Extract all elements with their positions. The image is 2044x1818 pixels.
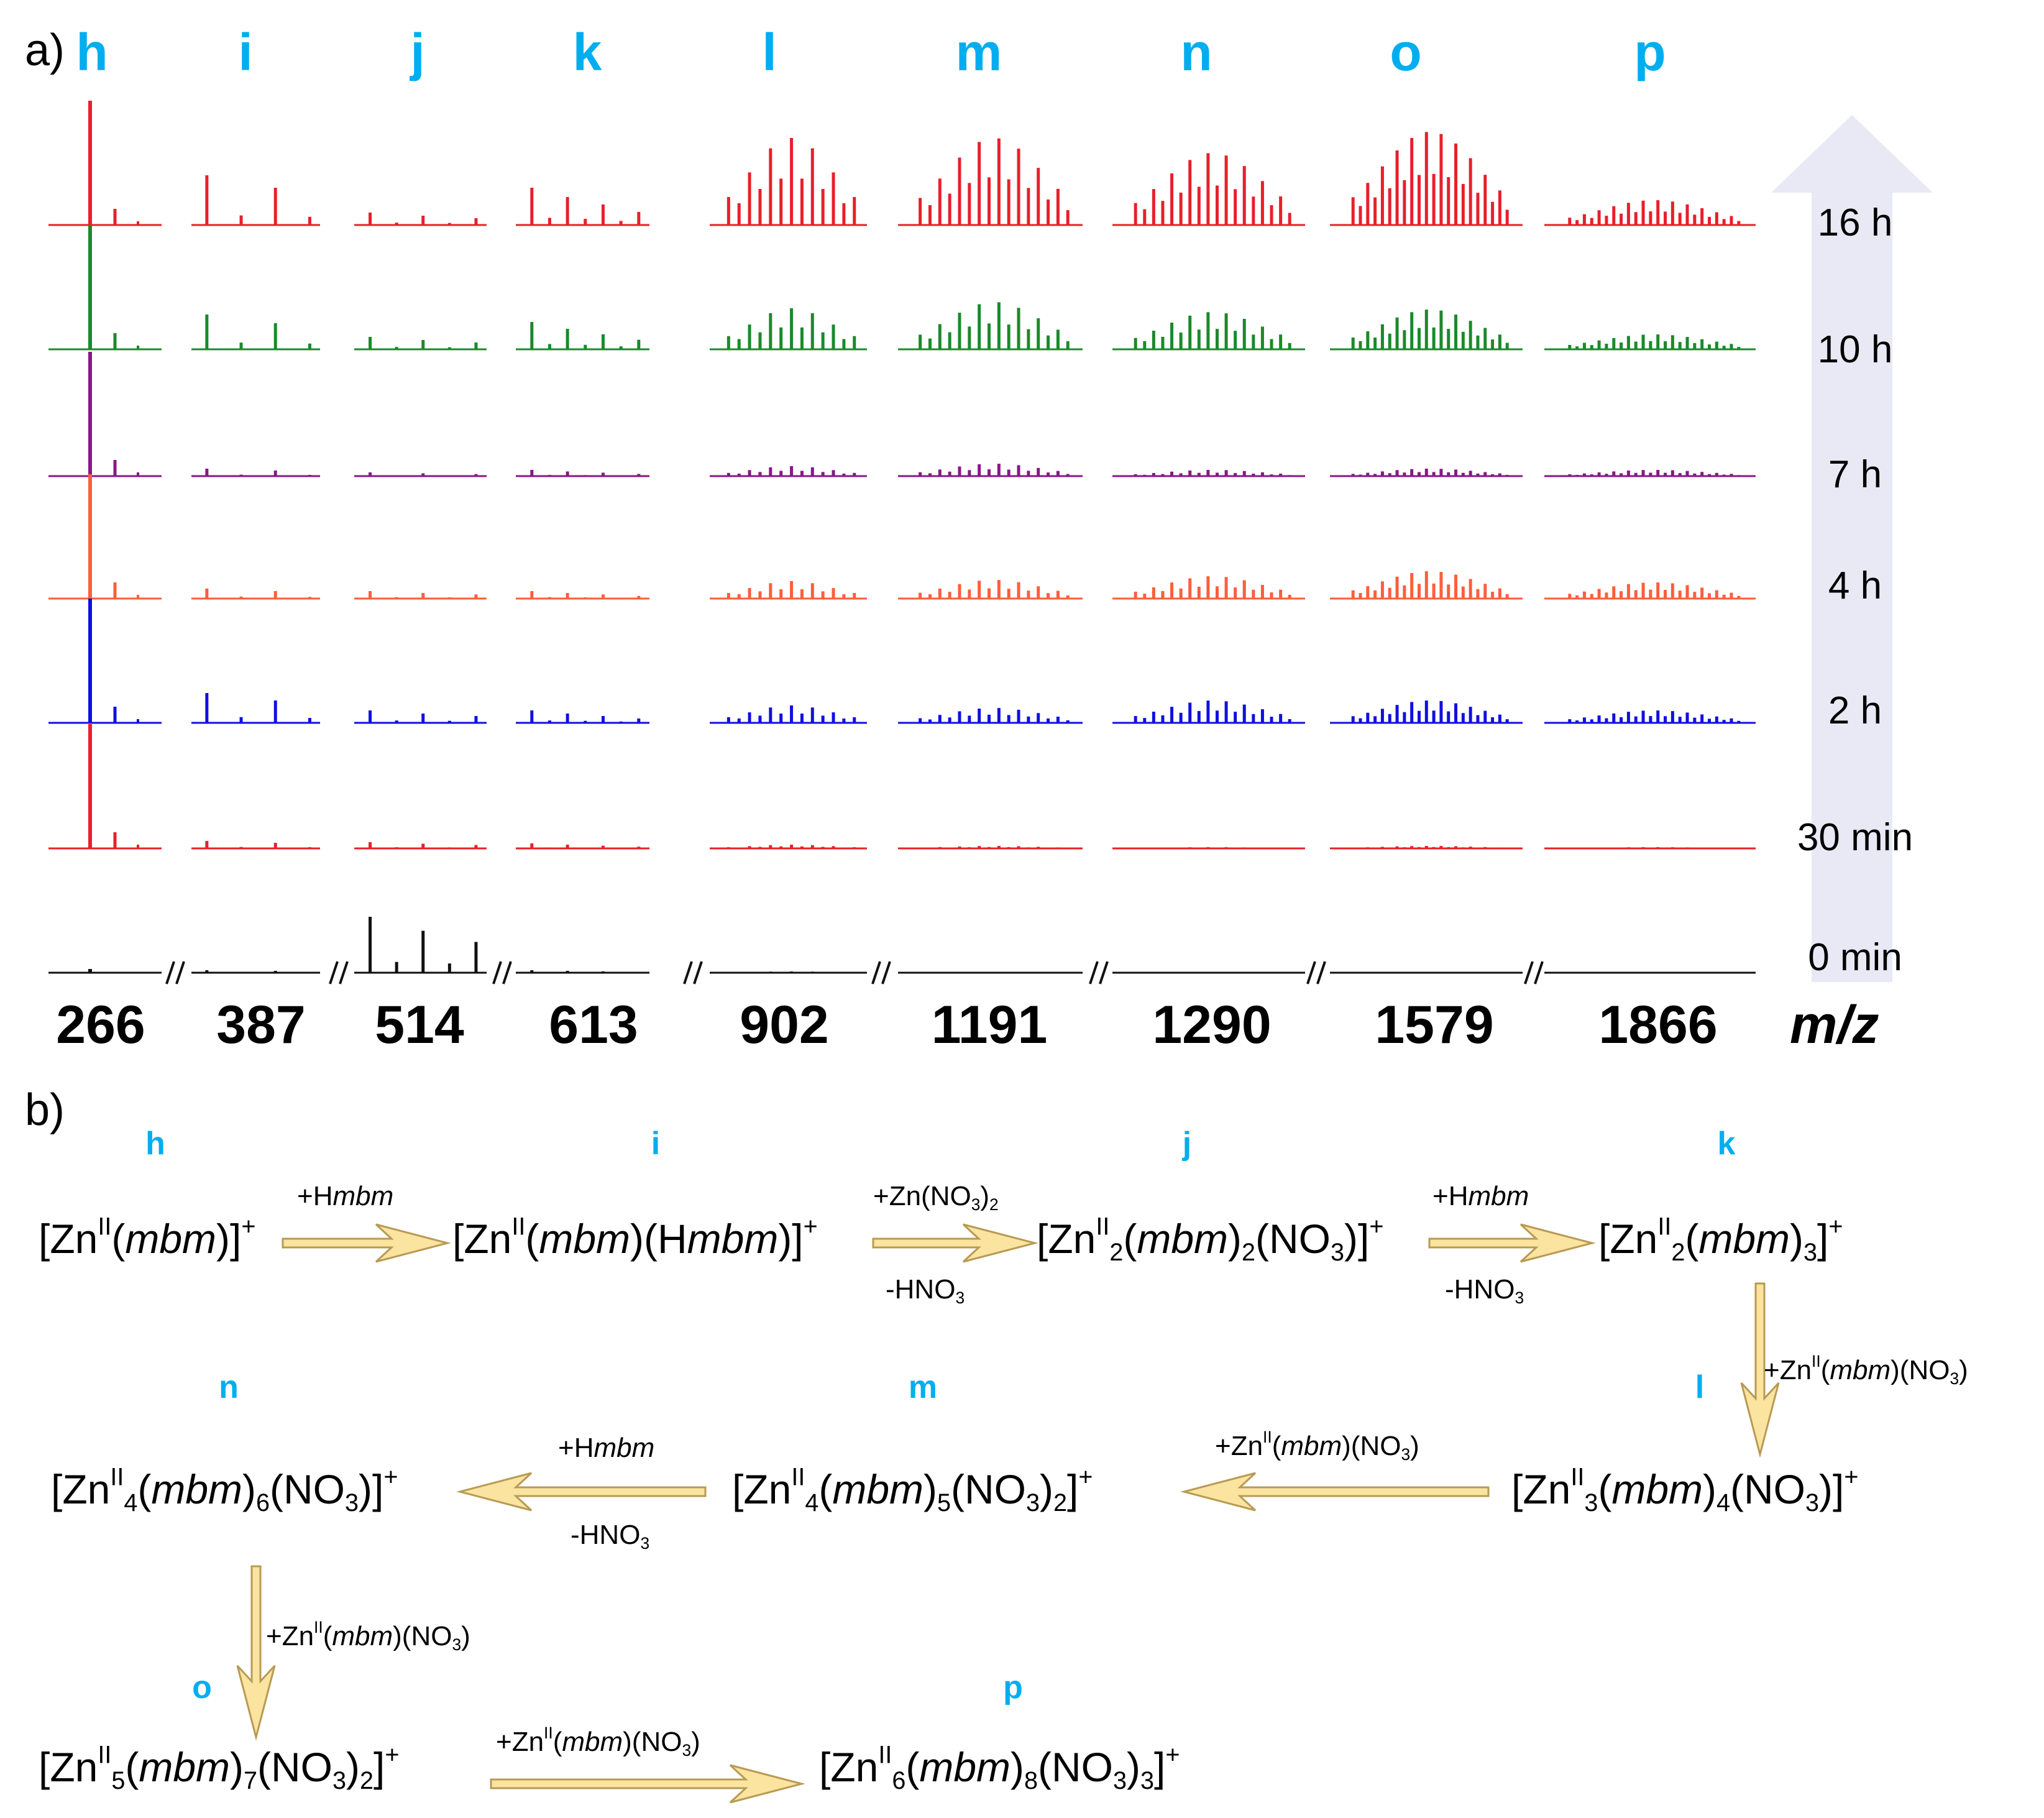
panel-b-label: b) <box>25 1085 65 1135</box>
time-label-30min: 30 min <box>1797 816 1913 859</box>
species-n: [ZnII4(mbm)6(NO3)]+ <box>51 1463 398 1517</box>
reagent-h-to-i: +Hmbm <box>297 1181 394 1211</box>
axis-break-4-a <box>871 961 881 985</box>
arrow-o-to-p <box>490 1764 805 1804</box>
axis-break-2-b <box>502 961 512 985</box>
peak-letter-m: m <box>955 23 1002 81</box>
arrow-i-to-j <box>872 1223 1038 1263</box>
time-arrow <box>1771 115 1933 982</box>
species-i: [ZnII(mbm)(Hmbm)]+ <box>452 1213 818 1262</box>
scheme-arrows <box>236 1223 1780 1804</box>
arrow-k-to-l <box>1740 1282 1780 1458</box>
species-m: [ZnII4(mbm)5(NO3)2]+ <box>732 1463 1093 1517</box>
axis-break-3-b <box>693 961 703 985</box>
peak-letter-o: o <box>1390 23 1422 81</box>
peak-letter-l: l <box>762 23 777 81</box>
mz-tick-514: 514 <box>375 995 464 1055</box>
species-l: [ZnII3(mbm)4(NO3)]+ <box>1511 1463 1859 1517</box>
mz-tick-902: 902 <box>740 995 829 1055</box>
axis-break-7-a <box>1524 961 1534 985</box>
mz-tick-1191: 1191 <box>931 995 1048 1055</box>
x-axis-unit: m/z <box>1790 995 1879 1055</box>
mz-tick-1866: 1866 <box>1598 995 1718 1055</box>
reagent-i-to-j-bottom: -HNO3 <box>886 1274 965 1307</box>
scheme-letter-h: h <box>145 1126 165 1162</box>
reagent-m-to-n-top: +Hmbm <box>558 1433 655 1463</box>
time-label-16h: 16 h <box>1817 201 1893 244</box>
mz-tick-613: 613 <box>549 995 638 1055</box>
axis-break-6-a <box>1306 961 1316 985</box>
reagent-i-to-j-top: +Zn(NO3)2 <box>873 1181 999 1214</box>
spectra-layer <box>48 101 1756 985</box>
panel-a-label: a) <box>25 25 65 75</box>
time-label-2h: 2 h <box>1828 689 1882 732</box>
axis-break-5-a <box>1089 961 1099 985</box>
mz-tick-387: 387 <box>216 995 306 1055</box>
axis-break-0-a <box>165 961 175 985</box>
reagent-j-to-k-bottom: -HNO3 <box>1445 1274 1524 1307</box>
species-p: [ZnII6(mbm)8(NO3)3]+ <box>819 1741 1180 1794</box>
time-label-7h: 7 h <box>1828 453 1882 496</box>
peak-letter-k: k <box>572 23 602 81</box>
scheme-letter-m: m <box>908 1369 938 1405</box>
scheme-letter-l: l <box>1695 1369 1705 1405</box>
arrow-m-to-n <box>456 1472 707 1512</box>
axis-break-7-b <box>1534 961 1544 985</box>
arrow-n-to-o <box>236 1565 276 1741</box>
axis-break-6-b <box>1316 961 1326 985</box>
axis-break-3-a <box>683 961 693 985</box>
peak-letter-p: p <box>1634 23 1666 81</box>
scheme-letter-o: o <box>192 1669 212 1706</box>
scheme-letter-k: k <box>1717 1126 1736 1162</box>
mz-tick-1579: 1579 <box>1375 995 1494 1055</box>
arrow-j-to-k <box>1428 1223 1596 1263</box>
time-label-0min: 0 min <box>1808 936 1902 979</box>
axis-break-4-b <box>881 961 891 985</box>
reagent-j-to-k-top: +Hmbm <box>1432 1181 1529 1211</box>
axis-break-0-b <box>175 961 185 985</box>
scheme-letter-n: n <box>219 1369 239 1405</box>
arrow-l-to-m <box>1180 1472 1490 1512</box>
species-j: [ZnII2(mbm)2(NO3)]+ <box>1037 1213 1384 1266</box>
reagent-k-to-l: +ZnII(mbm)(NO3) <box>1764 1352 1968 1388</box>
species-o: [ZnII5(mbm)7(NO3)2]+ <box>39 1741 400 1794</box>
time-label-4h: 4 h <box>1828 564 1882 607</box>
reagent-n-to-o: +ZnII(mbm)(NO3) <box>266 1618 470 1654</box>
axis-break-1-a <box>329 961 339 985</box>
arrow-h-to-i <box>282 1223 451 1263</box>
scheme-letter-p: p <box>1003 1669 1023 1706</box>
axis-break-5-b <box>1099 961 1109 985</box>
peak-letter-i: i <box>238 23 253 81</box>
mz-tick-1290: 1290 <box>1152 995 1272 1055</box>
reagent-l-to-m: +ZnII(mbm)(NO3) <box>1215 1428 1419 1464</box>
peak-letter-j: j <box>410 23 425 81</box>
axis-break-2-a <box>492 961 502 985</box>
axis-break-1-b <box>339 961 349 985</box>
peak-letter-n: n <box>1180 23 1212 81</box>
scheme-letter-j: j <box>1182 1126 1192 1162</box>
time-label-10h: 10 h <box>1817 328 1893 371</box>
reagent-m-to-n-bottom: -HNO3 <box>571 1520 650 1553</box>
species-h: [ZnII(mbm)]+ <box>39 1213 256 1262</box>
mz-tick-266: 266 <box>56 995 145 1055</box>
species-k: [ZnII2(mbm)3]+ <box>1598 1213 1843 1266</box>
scheme-letter-i: i <box>651 1126 661 1162</box>
reagent-o-to-p: +ZnII(mbm)(NO3) <box>496 1724 700 1760</box>
peak-letter-h: h <box>76 23 108 81</box>
